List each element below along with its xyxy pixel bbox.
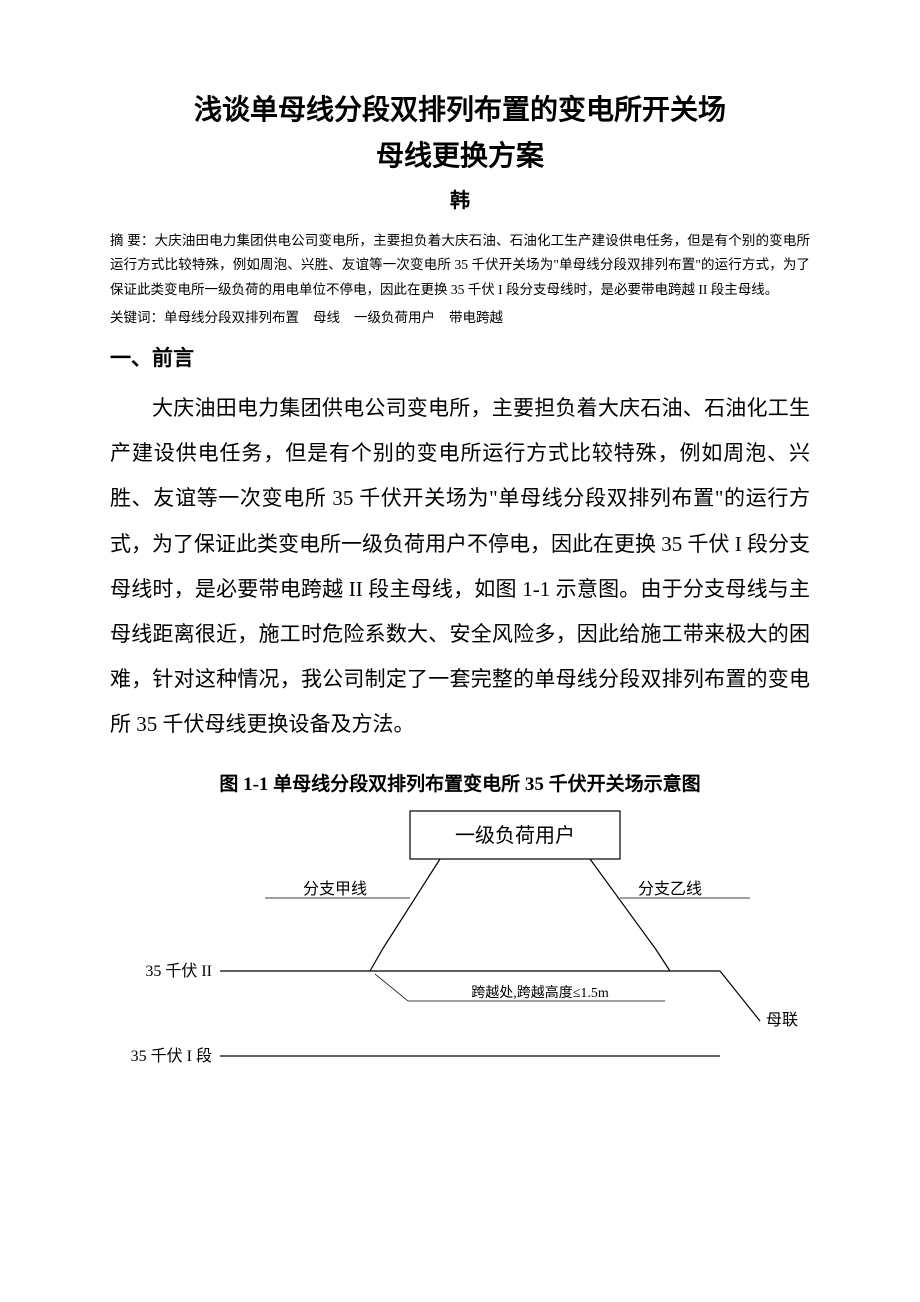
kw-0: 单母线分段双排列布置 [164,310,299,325]
svg-text:35 千伏 I 段: 35 千伏 I 段 [131,1047,212,1065]
svg-text:35 千伏 II: 35 千伏 II [145,962,212,980]
svg-text:母联: 母联 [766,1011,798,1029]
abstract: 摘 要：大庆油田电力集团供电公司变电所，主要担负着大庆石油、石油化工生产建设供电… [110,229,810,302]
figure-caption: 图 1-1 单母线分段双排列布置变电所 35 千伏开关场示意图 [110,769,810,796]
keywords: 关键词：单母线分段双排列布置母线一级负荷用户带电跨越 [110,306,810,330]
svg-text:分支乙线: 分支乙线 [638,880,702,898]
author: 韩 [110,184,810,213]
svg-text:跨越处,跨越高度≤1.5m: 跨越处,跨越高度≤1.5m [471,984,609,1001]
title-line-2: 母线更换方案 [110,136,810,178]
figure-diagram: 一级负荷用户分支甲线 分支乙线 35 千伏 II 35 千伏 I 段 母联 跨越处,跨越高… [110,806,810,1076]
section-1-para: 大庆油田电力集团供电公司变电所，主要担负着大庆石油、石油化工生产建设供电任务，但… [110,386,810,747]
kw-3: 带电跨越 [449,310,503,325]
keywords-label: 关键词： [110,310,164,325]
kw-1: 母线 [313,310,340,325]
abstract-label: 摘 要： [110,233,155,248]
title-line-1: 浅谈单母线分段双排列布置的变电所开关场 [110,90,810,132]
kw-2: 一级负荷用户 [354,310,435,325]
svg-text:分支甲线: 分支甲线 [303,880,367,898]
section-1-heading: 一、前言 [110,342,810,372]
abstract-text: 大庆油田电力集团供电公司变电所，主要担负着大庆石油、石油化工生产建设供电任务，但… [110,233,810,297]
svg-text:一级负荷用户: 一级负荷用户 [455,824,575,847]
